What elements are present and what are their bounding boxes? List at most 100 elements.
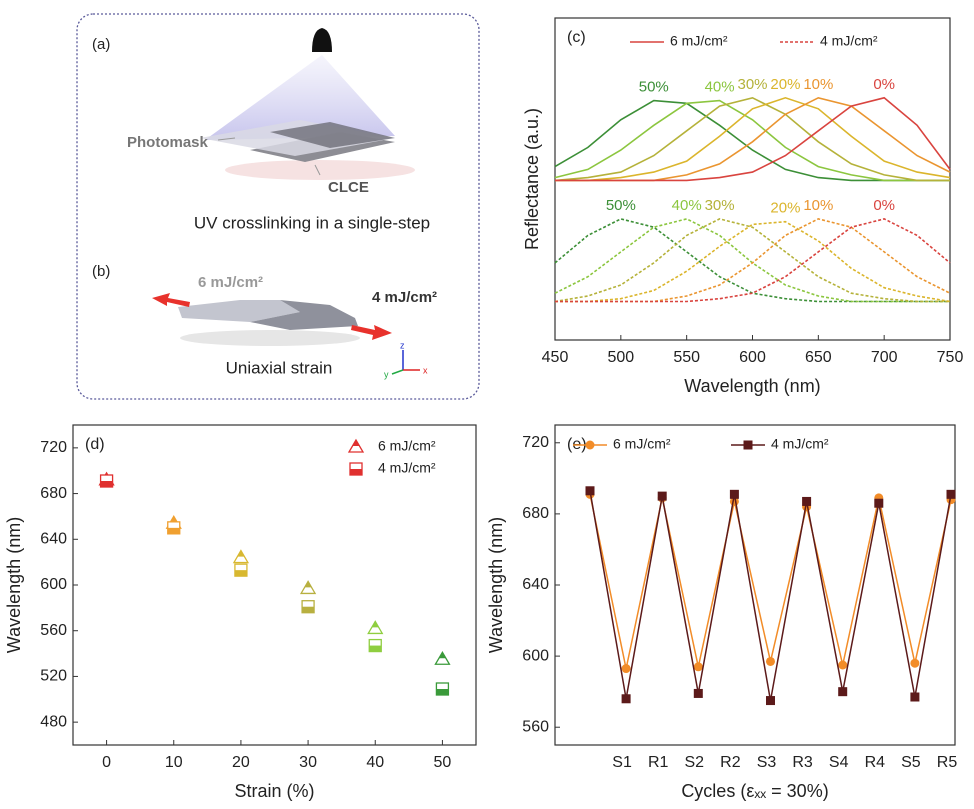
x-tick-label: 10 xyxy=(165,754,183,771)
marker xyxy=(657,491,667,501)
x-tick-label: S5 xyxy=(901,754,921,771)
peak-label: 30% xyxy=(737,76,767,93)
marker-shape xyxy=(352,440,360,446)
marker-shape xyxy=(838,660,848,670)
axis-y xyxy=(391,369,404,375)
x-tick-label: S2 xyxy=(685,754,705,771)
x-tick-label: 0 xyxy=(102,754,111,771)
series-line xyxy=(555,96,951,182)
x-tick-label: R2 xyxy=(720,754,741,771)
legend-label: 4 mJ/cm² xyxy=(378,460,436,476)
series-line xyxy=(589,494,952,669)
y-tick-label: 680 xyxy=(522,505,549,522)
arrow xyxy=(152,293,190,307)
legend-label: 4 mJ/cm² xyxy=(820,33,878,49)
peak-label: 50% xyxy=(639,79,669,96)
peak-label: 40% xyxy=(672,197,702,214)
y-tick-label: 600 xyxy=(40,576,67,593)
x-tick-label: R4 xyxy=(865,754,886,771)
axis-label: z xyxy=(400,340,405,350)
marker xyxy=(232,549,250,564)
marker-shape xyxy=(585,440,595,450)
y-tick-label: 640 xyxy=(40,531,67,548)
peak-label: 10% xyxy=(803,76,833,93)
arrow xyxy=(351,325,392,340)
marker-shape xyxy=(946,489,956,499)
panel-label: (a) xyxy=(92,36,110,53)
x-tick-label: 650 xyxy=(805,349,832,366)
marker xyxy=(435,682,450,696)
marker xyxy=(874,498,884,508)
peak-label: 50% xyxy=(606,197,636,214)
marker xyxy=(167,521,181,535)
marker-shape xyxy=(436,689,449,695)
x-tick-label: S1 xyxy=(612,754,632,771)
marker-shape xyxy=(910,692,920,702)
x-axis-label: Wavelength (nm) xyxy=(684,376,820,396)
marker-shape xyxy=(910,658,920,668)
marker xyxy=(766,656,775,666)
panel-label: (d) xyxy=(85,436,105,453)
y-tick-label: 640 xyxy=(522,576,549,593)
caption: Uniaxial strain xyxy=(226,358,333,377)
x-tick-label: 20 xyxy=(232,754,250,771)
y-tick-label: 720 xyxy=(522,434,549,451)
x-tick-label: S4 xyxy=(829,754,849,771)
marker-shape xyxy=(100,481,113,487)
shadow xyxy=(225,160,415,180)
y-tick-label: 480 xyxy=(40,713,67,730)
photomask-pattern xyxy=(270,122,395,148)
series-line xyxy=(555,96,951,182)
marker-shape xyxy=(167,527,180,534)
y-tick-label: 560 xyxy=(522,718,549,735)
legend-label: 4 mJ/cm² xyxy=(771,436,829,452)
y-tick-label: 720 xyxy=(40,439,67,456)
marker xyxy=(802,496,812,506)
marker-shape xyxy=(302,606,315,613)
y-tick-label: 600 xyxy=(522,647,549,664)
peak-label: 30% xyxy=(705,197,735,214)
marker-shape xyxy=(766,696,775,706)
series-line xyxy=(589,490,952,701)
marker-shape xyxy=(304,581,312,588)
marker xyxy=(910,692,920,702)
x-tick-label: R1 xyxy=(648,754,669,771)
dose-label: 6 mJ/cm² xyxy=(198,274,263,291)
y-tick-label: 560 xyxy=(40,622,67,639)
marker-shape xyxy=(802,496,812,506)
marker-shape xyxy=(621,694,631,704)
legend-label: 6 mJ/cm² xyxy=(670,33,728,49)
marker xyxy=(349,462,363,476)
y-tick-label: 680 xyxy=(40,485,67,502)
marker xyxy=(368,638,382,653)
peak-label: 0% xyxy=(873,197,895,214)
marker xyxy=(766,696,775,706)
x-axis-label: Cycles (εₓₓ = 30%) xyxy=(681,781,828,801)
x-tick-label: 750 xyxy=(937,349,964,366)
illustration xyxy=(152,28,420,375)
x-tick-label: 700 xyxy=(871,349,898,366)
marker xyxy=(301,600,315,614)
marker xyxy=(367,620,384,635)
marker-shape xyxy=(234,570,247,577)
legend-label: 6 mJ/cm² xyxy=(613,436,671,452)
marker-shape xyxy=(657,491,667,501)
x-tick-label: S3 xyxy=(757,754,777,771)
marker-shape xyxy=(621,664,631,674)
x-tick-label: R5 xyxy=(937,754,958,771)
panel-label: (b) xyxy=(92,263,110,280)
marker xyxy=(621,664,631,674)
clce-label: CLCE xyxy=(328,179,369,196)
series-line xyxy=(555,218,951,303)
marker xyxy=(838,687,848,697)
marker-shape xyxy=(371,621,379,628)
axis-label: x xyxy=(423,365,428,375)
marker xyxy=(946,489,956,499)
peak-label: 40% xyxy=(705,79,735,96)
peak-label: 20% xyxy=(770,76,800,93)
marker-shape xyxy=(350,469,362,475)
uv-lamp xyxy=(312,28,332,52)
marker xyxy=(838,660,848,670)
shadow xyxy=(180,330,360,346)
